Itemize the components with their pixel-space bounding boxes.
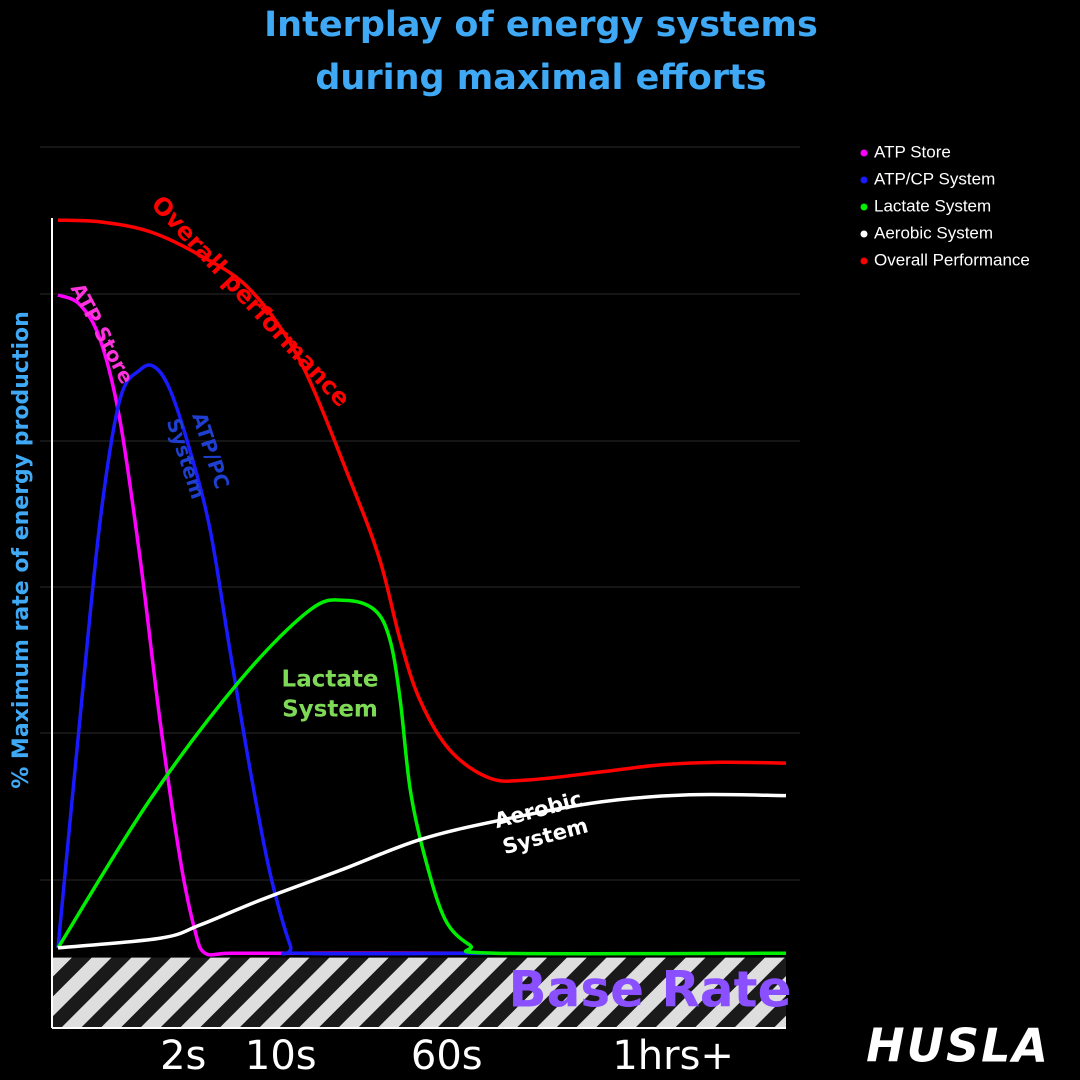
legend-marker [860,230,868,238]
line [57,792,787,950]
legend-marker [860,149,868,157]
legend-label: ATP/CP System [874,169,995,188]
annotation-text: System [282,696,378,722]
base-rate-band [52,957,786,1028]
legend-label: Lactate System [874,196,991,215]
legend-label: Overall Performance [874,250,1030,269]
line [56,363,500,956]
legend-marker [860,176,868,184]
logo: HUSLA [866,1019,1050,1073]
grid [40,146,800,881]
chart-title: Interplay of energy systems [264,5,818,45]
legend-label: ATP Store [874,142,951,161]
x-tick-label: 10s [245,1033,317,1079]
chart-title: during maximal efforts [315,58,766,98]
x-tick-label: 1hrs+ [612,1033,734,1079]
line [57,218,787,783]
legend-label: Aerobic System [874,223,993,242]
line [56,598,787,956]
annotation-text: Lactate [282,667,379,693]
legend-marker [860,203,868,211]
band-label: Base Rate [509,961,792,1019]
x-tick-label: 60s [411,1033,483,1079]
annotation: Lactate System [282,667,379,723]
x-tick-label: 2s [160,1033,206,1079]
line [57,293,500,957]
y-axis-label: % Maximum rate of energy production [9,311,34,789]
legend-marker [860,257,868,265]
